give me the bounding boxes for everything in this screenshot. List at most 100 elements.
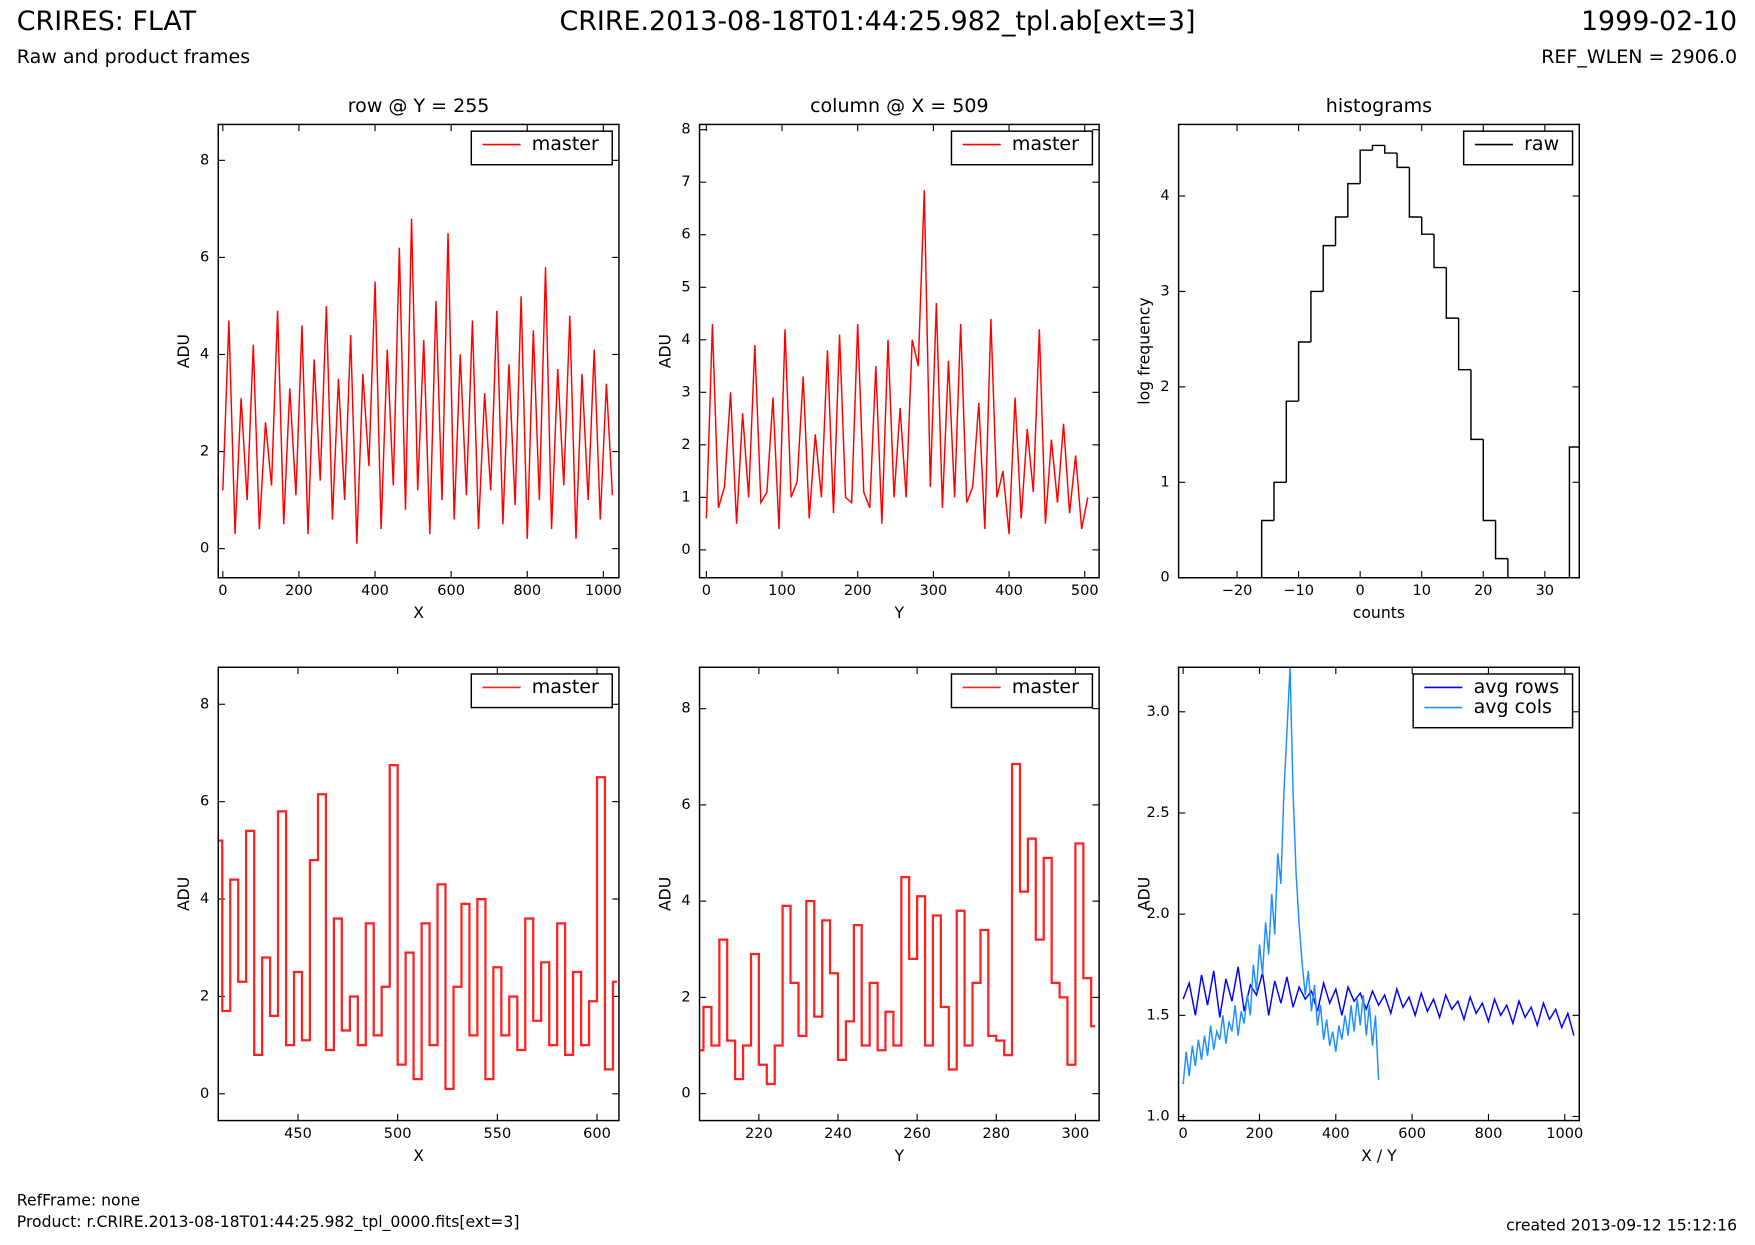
- axes-frame: [1177, 123, 1581, 579]
- plot-area: [222, 218, 614, 544]
- plot-area: [1260, 144, 1580, 578]
- legend-box: [1462, 130, 1574, 166]
- y-tick-label: 1.0: [1146, 1108, 1169, 1125]
- hist-bin: [1285, 400, 1299, 483]
- axes-frame: [698, 123, 1100, 579]
- hist-bin: [1347, 182, 1361, 217]
- y-tick-label: 0: [681, 1085, 690, 1102]
- footer-ref: RefFrame: none: [17, 1191, 140, 1210]
- series-step: [699, 762, 1096, 1086]
- hist-bin: [1359, 149, 1373, 184]
- y-tick-label: 2: [200, 443, 209, 460]
- hist-bin: [1494, 520, 1508, 560]
- y-tick-label: 2.0: [1146, 905, 1169, 922]
- x-tick-label: 500: [1071, 582, 1099, 599]
- hist-bin: [1396, 153, 1410, 169]
- header-subtitle: Raw and product frames: [17, 46, 250, 68]
- plot-area: [699, 762, 1096, 1086]
- legend-box: [470, 673, 613, 709]
- x-axis-label: X / Y: [1361, 1146, 1397, 1165]
- x-tick-label: 20: [1474, 582, 1493, 599]
- x-tick-label: 280: [982, 1125, 1010, 1142]
- x-tick-label: 300: [919, 582, 947, 599]
- hist-bin: [1297, 341, 1311, 402]
- legend-label: raw: [1524, 133, 1559, 155]
- y-tick-label: 6: [200, 248, 209, 265]
- axes-frame: [698, 666, 1100, 1122]
- legend-box: [470, 130, 613, 166]
- y-tick-label: 4: [1160, 187, 1169, 204]
- hist-bin: [1470, 369, 1484, 441]
- footer-created: created 2013-09-12 15:12:16: [1506, 1215, 1737, 1234]
- legend-box: [1412, 673, 1574, 729]
- legend-label: master: [1012, 676, 1079, 698]
- legend-label: avg rows: [1474, 676, 1560, 698]
- hist-bin: [1420, 216, 1435, 235]
- panel: row @ Y = 255 X ADU 0 200 400 600 800 1000 0 2 4 6 8 m…: [174, 95, 622, 622]
- y-tick-label: 2: [681, 436, 690, 453]
- x-tick-label: 400: [1322, 1125, 1350, 1142]
- y-tick-label: 8: [200, 695, 209, 712]
- x-tick-label: 800: [513, 582, 541, 599]
- legend-label: master: [1012, 133, 1079, 155]
- hist-bin: [1445, 267, 1459, 319]
- y-tick-label: 8: [681, 700, 690, 717]
- legend-label: master: [532, 133, 599, 155]
- hist-bin: [1310, 290, 1324, 343]
- panel-title: histograms: [1326, 95, 1432, 117]
- axes-frame: [217, 123, 620, 579]
- x-tick-label: 1000: [1546, 1125, 1583, 1142]
- hist-bin: [1260, 519, 1274, 578]
- x-tick-label: 550: [483, 1125, 511, 1142]
- hist-bin: [1507, 558, 1521, 578]
- legend: master: [950, 130, 1094, 166]
- panel: Y ADU 220 240 260 280 300 0 2 4 6 8 master: [655, 666, 1100, 1165]
- x-tick-label: 400: [361, 582, 389, 599]
- hist-bin: [1457, 318, 1471, 371]
- legend-box: [950, 130, 1094, 166]
- x-tick-label: 1000: [585, 582, 622, 599]
- x-tick-label: 240: [824, 1125, 852, 1142]
- x-tick-label: 200: [1246, 1125, 1274, 1142]
- x-tick-label: 450: [284, 1125, 312, 1142]
- x-tick-label: 200: [844, 582, 872, 599]
- legend: master: [470, 130, 613, 166]
- y-tick-label: 2: [681, 988, 690, 1005]
- y-tick-label: 6: [681, 796, 690, 813]
- x-tick-label: 100: [768, 582, 796, 599]
- y-tick-label: 2: [1160, 378, 1169, 395]
- x-axis-label: Y: [894, 1146, 905, 1165]
- y-axis-label: ADU: [174, 334, 193, 368]
- y-tick-label: 6: [681, 226, 690, 243]
- legend: master: [470, 673, 613, 709]
- y-tick-label: 4: [681, 892, 690, 909]
- x-tick-label: 260: [903, 1125, 931, 1142]
- y-tick-label: 0: [200, 1085, 209, 1102]
- x-tick-label: 0: [1179, 1125, 1188, 1142]
- legend-label: avg cols: [1474, 696, 1552, 718]
- x-tick-label: 600: [437, 582, 465, 599]
- legend: raw: [1462, 130, 1574, 166]
- y-tick-label: 8: [200, 151, 209, 168]
- x-tick-label: −10: [1283, 582, 1314, 599]
- series-line: [1182, 966, 1575, 1036]
- x-axis-label: X: [413, 1146, 424, 1165]
- x-tick-label: 200: [285, 582, 313, 599]
- hist-bin: [1273, 481, 1287, 521]
- x-tick-label: 0: [702, 582, 711, 599]
- y-tick-label: 3: [1160, 282, 1169, 299]
- hist-bin: [1384, 145, 1398, 154]
- y-tick-label: 1.5: [1146, 1006, 1169, 1023]
- hist-bin: [1408, 167, 1422, 218]
- series-line: [222, 218, 614, 544]
- y-tick-label: 1: [1160, 473, 1169, 490]
- axes-frame: [217, 666, 620, 1122]
- hist-bin: [1371, 144, 1385, 151]
- y-tick-label: 4: [200, 890, 209, 907]
- hist-bin: [1322, 244, 1336, 292]
- y-axis-label: log frequency: [1135, 297, 1154, 404]
- x-tick-label: 0: [218, 582, 227, 599]
